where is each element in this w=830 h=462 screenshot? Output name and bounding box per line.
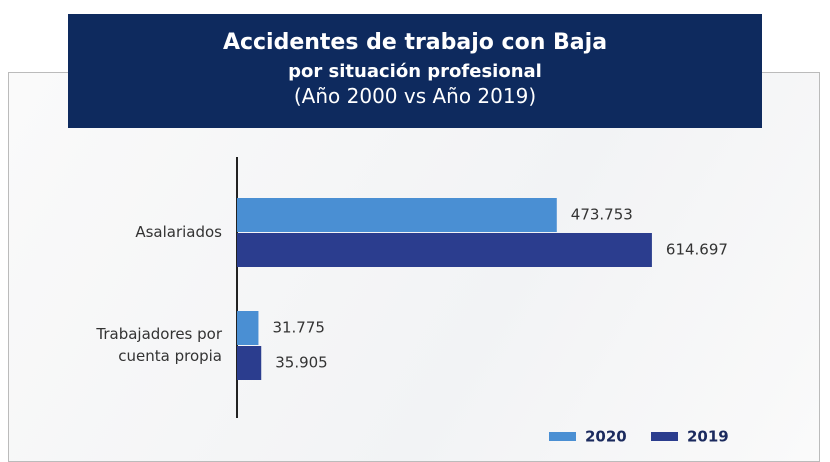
title-box: Accidentes de trabajo con Baja por situa… bbox=[68, 14, 762, 128]
bar bbox=[237, 198, 557, 232]
legend-label: 2019 bbox=[687, 428, 729, 446]
bar bbox=[237, 346, 262, 380]
legend-swatch bbox=[549, 432, 576, 441]
chart-subtitle: por situación profesional bbox=[288, 61, 542, 82]
category-label: Asalariados bbox=[135, 223, 222, 241]
category-label: Trabajadores por cuenta propia bbox=[96, 325, 222, 365]
value-label: 35.905 bbox=[275, 354, 328, 372]
chart-title: Accidentes de trabajo con Baja bbox=[222, 30, 608, 55]
bar bbox=[237, 233, 652, 267]
legend-label: 2020 bbox=[585, 428, 627, 446]
value-label: 31.775 bbox=[272, 319, 325, 337]
legend-swatch bbox=[651, 432, 678, 441]
value-label: 473.753 bbox=[571, 206, 633, 224]
chart-note: (Año 2000 vs Año 2019) bbox=[293, 84, 537, 108]
value-label: 614.697 bbox=[666, 241, 728, 259]
bar bbox=[237, 311, 259, 345]
